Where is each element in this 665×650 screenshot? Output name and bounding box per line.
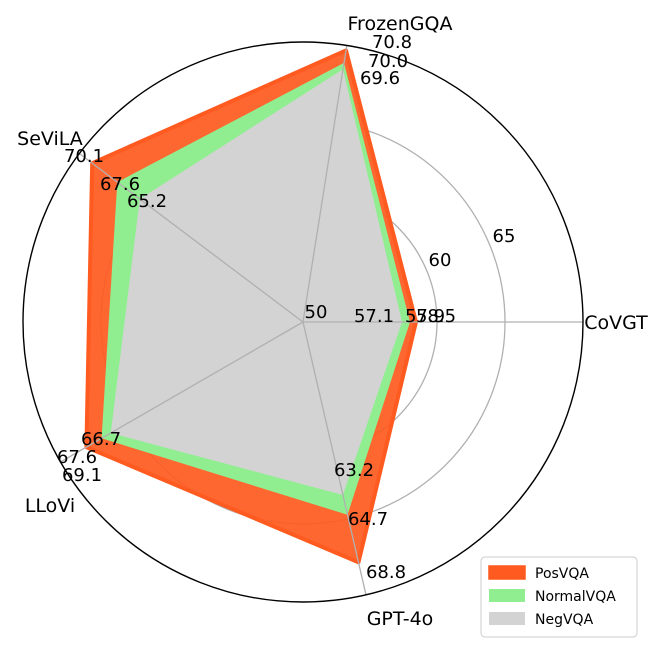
value-label: 64.7 <box>348 509 388 530</box>
legend-swatch-posvqa <box>488 565 526 580</box>
tick-label: 60 <box>429 250 452 271</box>
axis-spoke <box>60 321 304 463</box>
value-label: 57.9 <box>405 306 445 327</box>
value-label: 66.7 <box>81 429 121 450</box>
value-labels: 70.8 58.5 68.8 69.1 70.1 70.0 57.9 64.7 67.6 67.6… <box>57 32 456 583</box>
value-label: 63.2 <box>334 460 374 481</box>
axis-spoke <box>302 321 367 595</box>
value-label: 69.1 <box>62 465 102 486</box>
axis-label-sevila: SeViLA <box>17 128 83 150</box>
legend: PosVQA NormalVQA NegVQA <box>480 556 638 638</box>
axis-label-gpt-4o: GPT-4o <box>367 608 434 630</box>
value-label: 70.8 <box>372 32 412 53</box>
tick-label: 50 <box>305 302 328 323</box>
axis-spoke <box>78 152 304 323</box>
legend-label-normalvqa: NormalVQA <box>535 589 616 605</box>
value-label: 58.5 <box>416 306 456 327</box>
tick-label: 65 <box>493 226 516 247</box>
value-label: 69.6 <box>360 68 400 89</box>
value-label: 68.8 <box>366 562 406 583</box>
axis-spoke <box>302 45 348 323</box>
value-label: 67.6 <box>57 447 97 468</box>
axis-labels: FrozenGQA CoVGT GPT-4o LLoVi SeViLA <box>17 13 648 630</box>
axis-label-llovi: LLoVi <box>25 495 75 517</box>
axis-label-covgt: CoVGT <box>584 312 648 334</box>
series-negvqa <box>110 69 403 495</box>
legend-label-posvqa: PosVQA <box>535 566 589 582</box>
axes-layer <box>22 41 584 603</box>
legend-swatch-negvqa <box>489 612 525 625</box>
value-label: 65.2 <box>127 191 167 212</box>
value-label: 70.1 <box>64 146 104 167</box>
value-label: 67.6 <box>100 174 140 195</box>
series-layer <box>84 48 418 565</box>
legend-swatch-normalvqa <box>489 589 525 602</box>
value-label: 57.1 <box>354 306 394 327</box>
axis-label-frozengqa: FrozenGQA <box>348 13 453 35</box>
value-label: 70.0 <box>368 51 408 72</box>
legend-label-negvqa: NegVQA <box>535 612 594 628</box>
tick-labels: 50 60 65 <box>305 226 516 323</box>
outer-circle <box>22 41 584 603</box>
